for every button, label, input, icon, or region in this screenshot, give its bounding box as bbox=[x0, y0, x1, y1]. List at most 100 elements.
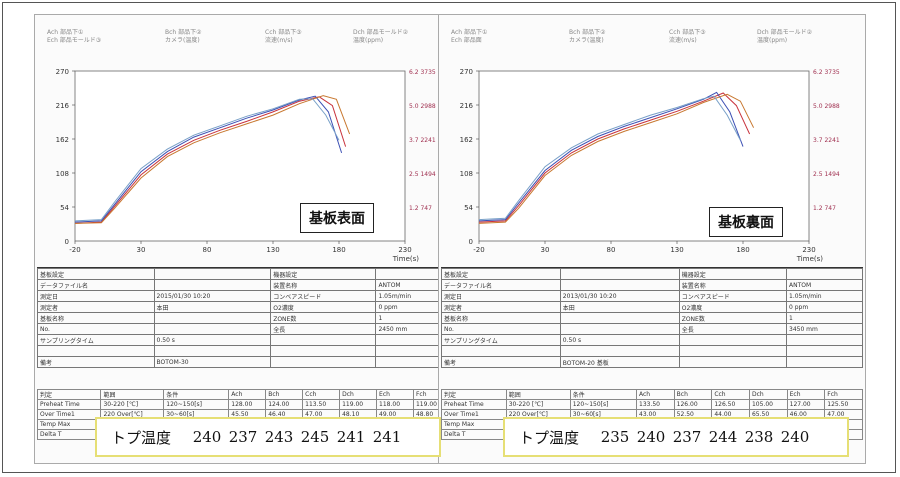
legend-entry: 流速(m/s) bbox=[265, 37, 293, 44]
legend-entry: Dch 部品モールド② bbox=[757, 29, 813, 36]
x-tick-label: 130 bbox=[266, 246, 279, 254]
peak-temp-value: 245 bbox=[300, 428, 330, 446]
peak-temp-value: 240 bbox=[780, 428, 810, 446]
table-cell: 0.50 s bbox=[153, 334, 272, 346]
table-cell: ZONE数 bbox=[270, 312, 377, 324]
table-cell: Preheat Time bbox=[36, 399, 102, 410]
table-cell: 1.05m/min bbox=[786, 290, 863, 302]
table-cell: コンベアスピード bbox=[678, 290, 788, 302]
table-cell: サンプリングタイム bbox=[441, 334, 561, 346]
table-row: 基板名称 ZONE数 1 bbox=[441, 312, 863, 324]
table-header-row: 判定 範囲 条件 Ach Bch Cch Dch Ech Fch bbox=[441, 389, 863, 400]
table-cell bbox=[786, 268, 863, 280]
table-row: 基板設定 機器設定 bbox=[37, 268, 451, 280]
peak-temp-value: 238 bbox=[744, 428, 774, 446]
table-cell: 3450 mm bbox=[786, 323, 863, 335]
table-cell: 測定者 bbox=[37, 301, 155, 313]
table-cell: 装置名称 bbox=[678, 279, 788, 291]
legend-entry: カメラ(温度) bbox=[569, 37, 604, 44]
table-cell: Bch bbox=[265, 389, 304, 400]
table-cell: 判定 bbox=[441, 389, 507, 400]
legend-entry: Bch 部品下② bbox=[569, 29, 606, 36]
table-cell: 120~150[s] bbox=[163, 399, 230, 410]
table-cell: O2濃度 bbox=[678, 301, 788, 313]
peak-temp-label: トプ温度 bbox=[519, 428, 580, 447]
peak-temp-value: 237 bbox=[228, 428, 258, 446]
table-cell: 測定日 bbox=[441, 290, 561, 302]
table-cell: 本田 bbox=[153, 301, 272, 313]
y-right-tick-label: 6.2 3735 bbox=[409, 69, 436, 76]
peak-temp-label: トプ温度 bbox=[111, 428, 172, 447]
table-cell: 125.50 bbox=[824, 399, 863, 410]
x-tick-label: 180 bbox=[332, 246, 345, 254]
legend-entry: Ech 部品モールド③ bbox=[47, 37, 102, 44]
table-cell: 118.00 bbox=[376, 399, 414, 410]
board-label-back: 基板裏面 bbox=[709, 207, 783, 237]
x-tick-label: 180 bbox=[736, 246, 749, 254]
table-cell: Fch bbox=[824, 389, 863, 400]
y-right-tick-label: 1.2 747 bbox=[813, 205, 836, 212]
y-tick-label: 0 bbox=[469, 238, 473, 246]
legend-entry: 流速(m/s) bbox=[669, 37, 697, 44]
table-cell: BOTOM-30 bbox=[153, 356, 272, 368]
table-row: 備考 BOTOM-20 基板 bbox=[441, 356, 863, 368]
table-cell: BOTOM-20 基板 bbox=[559, 356, 680, 368]
table-cell: 条件 bbox=[163, 389, 230, 400]
table-cell: 1 bbox=[786, 312, 863, 324]
table-cell bbox=[441, 345, 561, 357]
profile-sheet-left: Ach 部品下① Bch 部品下② Cch 部品下③ Dch 部品モールド② Ech 部… bbox=[34, 14, 454, 464]
peak-temp-value: 241 bbox=[372, 428, 402, 446]
table-cell: No. bbox=[37, 323, 155, 335]
peak-temp-box-right: トプ温度 235 240 237 244 238 240 bbox=[503, 417, 849, 457]
y-right-tick-label: 2.5 1494 bbox=[813, 171, 840, 178]
settings-table-right: 基板設定 機器設定 データファイル名 装置名称 ANTOM 測定日 2013/01/30 1… bbox=[441, 267, 863, 388]
table-cell: 133.50 bbox=[636, 399, 675, 410]
table-cell: 測定者 bbox=[441, 301, 561, 313]
x-tick-label: 230 bbox=[802, 246, 815, 254]
x-tick-label: 130 bbox=[670, 246, 683, 254]
x-axis-label: Time(s) bbox=[796, 255, 824, 263]
table-cell: 機器設定 bbox=[270, 268, 377, 280]
table-row: サンプリングタイム 0.50 s bbox=[441, 334, 863, 346]
y-tick-label: 270 bbox=[56, 68, 69, 76]
table-cell: Temp Max bbox=[441, 419, 507, 430]
x-tick-label: -20 bbox=[473, 246, 484, 254]
table-cell: データファイル名 bbox=[441, 279, 561, 291]
x-tick-label: 80 bbox=[607, 246, 616, 254]
table-cell: Ach bbox=[228, 389, 267, 400]
table-cell: 条件 bbox=[569, 389, 638, 400]
table-row: No. 全長 2450 mm bbox=[37, 323, 451, 335]
y-right-tick-label: 5.0 2988 bbox=[409, 103, 436, 110]
table-cell: Ech bbox=[376, 389, 414, 400]
x-tick-label: 230 bbox=[398, 246, 411, 254]
table-cell: 判定 bbox=[36, 389, 102, 400]
table-cell bbox=[786, 334, 863, 346]
table-cell bbox=[559, 279, 680, 291]
table-cell: Preheat Time bbox=[441, 399, 507, 410]
table-cell: 範囲 bbox=[505, 389, 571, 400]
table-cell bbox=[678, 345, 788, 357]
legend-entry: Ech 部品面 bbox=[451, 37, 482, 44]
legend-entry: Ach 部品下① bbox=[451, 29, 488, 36]
y-right-tick-label: 2.5 1494 bbox=[409, 171, 436, 178]
table-cell: 2015/01/30 10:20 bbox=[153, 290, 272, 302]
table-cell: O2濃度 bbox=[270, 301, 377, 313]
table-cell: Dch bbox=[339, 389, 378, 400]
y-right-tick-label: 5.0 2988 bbox=[813, 103, 840, 110]
table-cell: 120~150[s] bbox=[569, 399, 638, 410]
table-cell: 範囲 bbox=[100, 389, 165, 400]
y-tick-label: 108 bbox=[56, 170, 69, 178]
table-row: データファイル名 装置名称 ANTOM bbox=[37, 279, 451, 291]
table-cell: 備考 bbox=[441, 356, 561, 368]
table-cell: 124.00 bbox=[265, 399, 304, 410]
table-cell: ZONE数 bbox=[678, 312, 788, 324]
table-cell: 基板設定 bbox=[441, 268, 561, 280]
table-cell: 113.50 bbox=[302, 399, 341, 410]
x-tick-label: -20 bbox=[69, 246, 80, 254]
table-row: Preheat Time 30-220 [℃] 120~150[s] 133.50 12… bbox=[441, 399, 863, 410]
table-cell: Dch bbox=[748, 389, 788, 400]
x-tick-label: 30 bbox=[541, 246, 550, 254]
table-cell bbox=[678, 356, 788, 368]
table-row: データファイル名 装置名称 ANTOM bbox=[441, 279, 863, 291]
